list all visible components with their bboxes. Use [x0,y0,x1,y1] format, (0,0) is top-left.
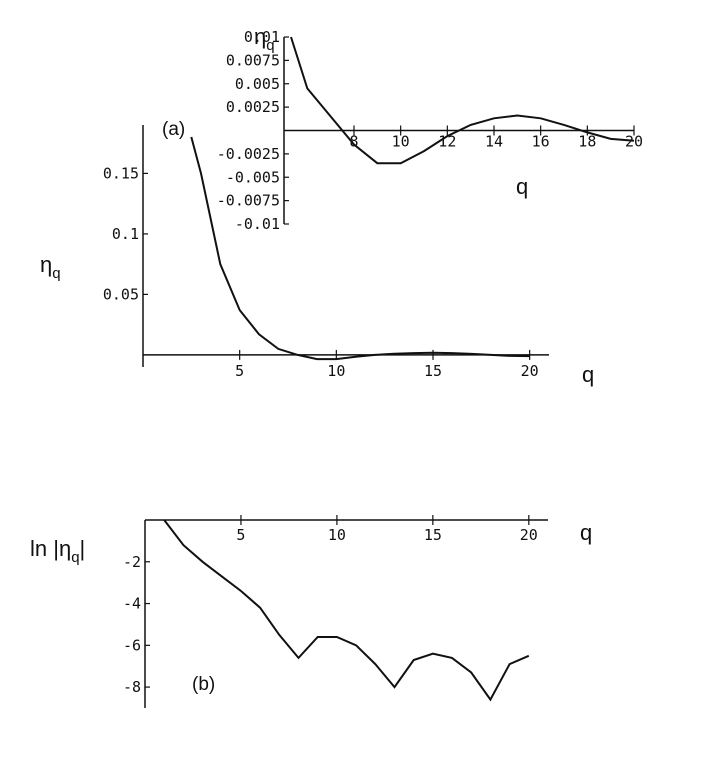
panel-b-x-axis-label: q [580,520,592,545]
panel-a-x-axis-label: q [582,362,594,387]
a-inset-y-tick-label: -0.01 [235,215,280,233]
panel-b: (b) ln |ηq| q -2 -4 -6 -8 5 10 15 20 [30,515,592,708]
panel-a-label: (a) [162,119,185,140]
a-main-series-line [190,136,530,361]
a-main-y-tick-label: 0.05 [103,285,139,303]
a-inset-y-tick-label: 0.0075 [226,51,280,69]
a-inset-x-tick-label: 10 [392,133,410,151]
a-main-x-tick-label: 15 [424,362,442,380]
a-main-y-tick-label: 0.1 [112,225,139,243]
a-inset-y-tick-label: -0.005 [226,168,280,186]
b-y-tick-label: -8 [123,678,141,696]
a-main-x-tick-label: 10 [327,362,345,380]
panel-a-main: (a) ηq q 0.05 0.1 0.15 5 10 15 20 [40,119,594,387]
a-inset-x-tick-label: 16 [532,133,550,151]
b-x-tick-label: 10 [328,526,346,544]
a-inset-x-tick-label: 20 [625,133,643,151]
a-inset-series-line [290,36,635,165]
a-inset-y-tick-label: 0.0025 [226,98,280,116]
a-main-x-tick-label: 20 [521,362,539,380]
b-series-line [163,519,530,702]
panel-a-inset: ηq q 0.01 0.0075 0.005 0.0025 -0.0025 -0.005 -… [217,24,643,233]
a-main-y-tick-label: 0.15 [103,164,139,182]
a-inset-y-tick-label: 0.01 [244,28,280,46]
b-y-tick-label: -4 [123,595,141,613]
a-inset-x-tick-label: 8 [349,133,358,151]
inset-x-axis-label: q [516,174,528,199]
panel-b-y-axis-label: ln |ηq| [30,536,85,566]
b-x-tick-label: 5 [236,526,245,544]
a-inset-y-tick-label: -0.0075 [217,192,280,210]
a-inset-x-tick-label: 14 [485,133,503,151]
b-y-tick-label: -2 [123,553,141,571]
b-y-tick-label: -6 [123,636,141,654]
a-inset-x-tick-label: 12 [438,133,456,151]
panel-b-label: (b) [192,674,215,695]
a-main-x-tick-label: 5 [235,362,244,380]
a-inset-y-tick-label: 0.005 [235,75,280,93]
a-inset-x-tick-label: 18 [578,133,596,151]
inset-y-axis-label: ηq [254,24,275,54]
b-x-tick-label: 15 [424,526,442,544]
a-inset-y-tick-label: -0.0025 [217,145,280,163]
panel-a-y-axis-label: ηq [40,252,61,282]
b-x-tick-label: 20 [520,526,538,544]
